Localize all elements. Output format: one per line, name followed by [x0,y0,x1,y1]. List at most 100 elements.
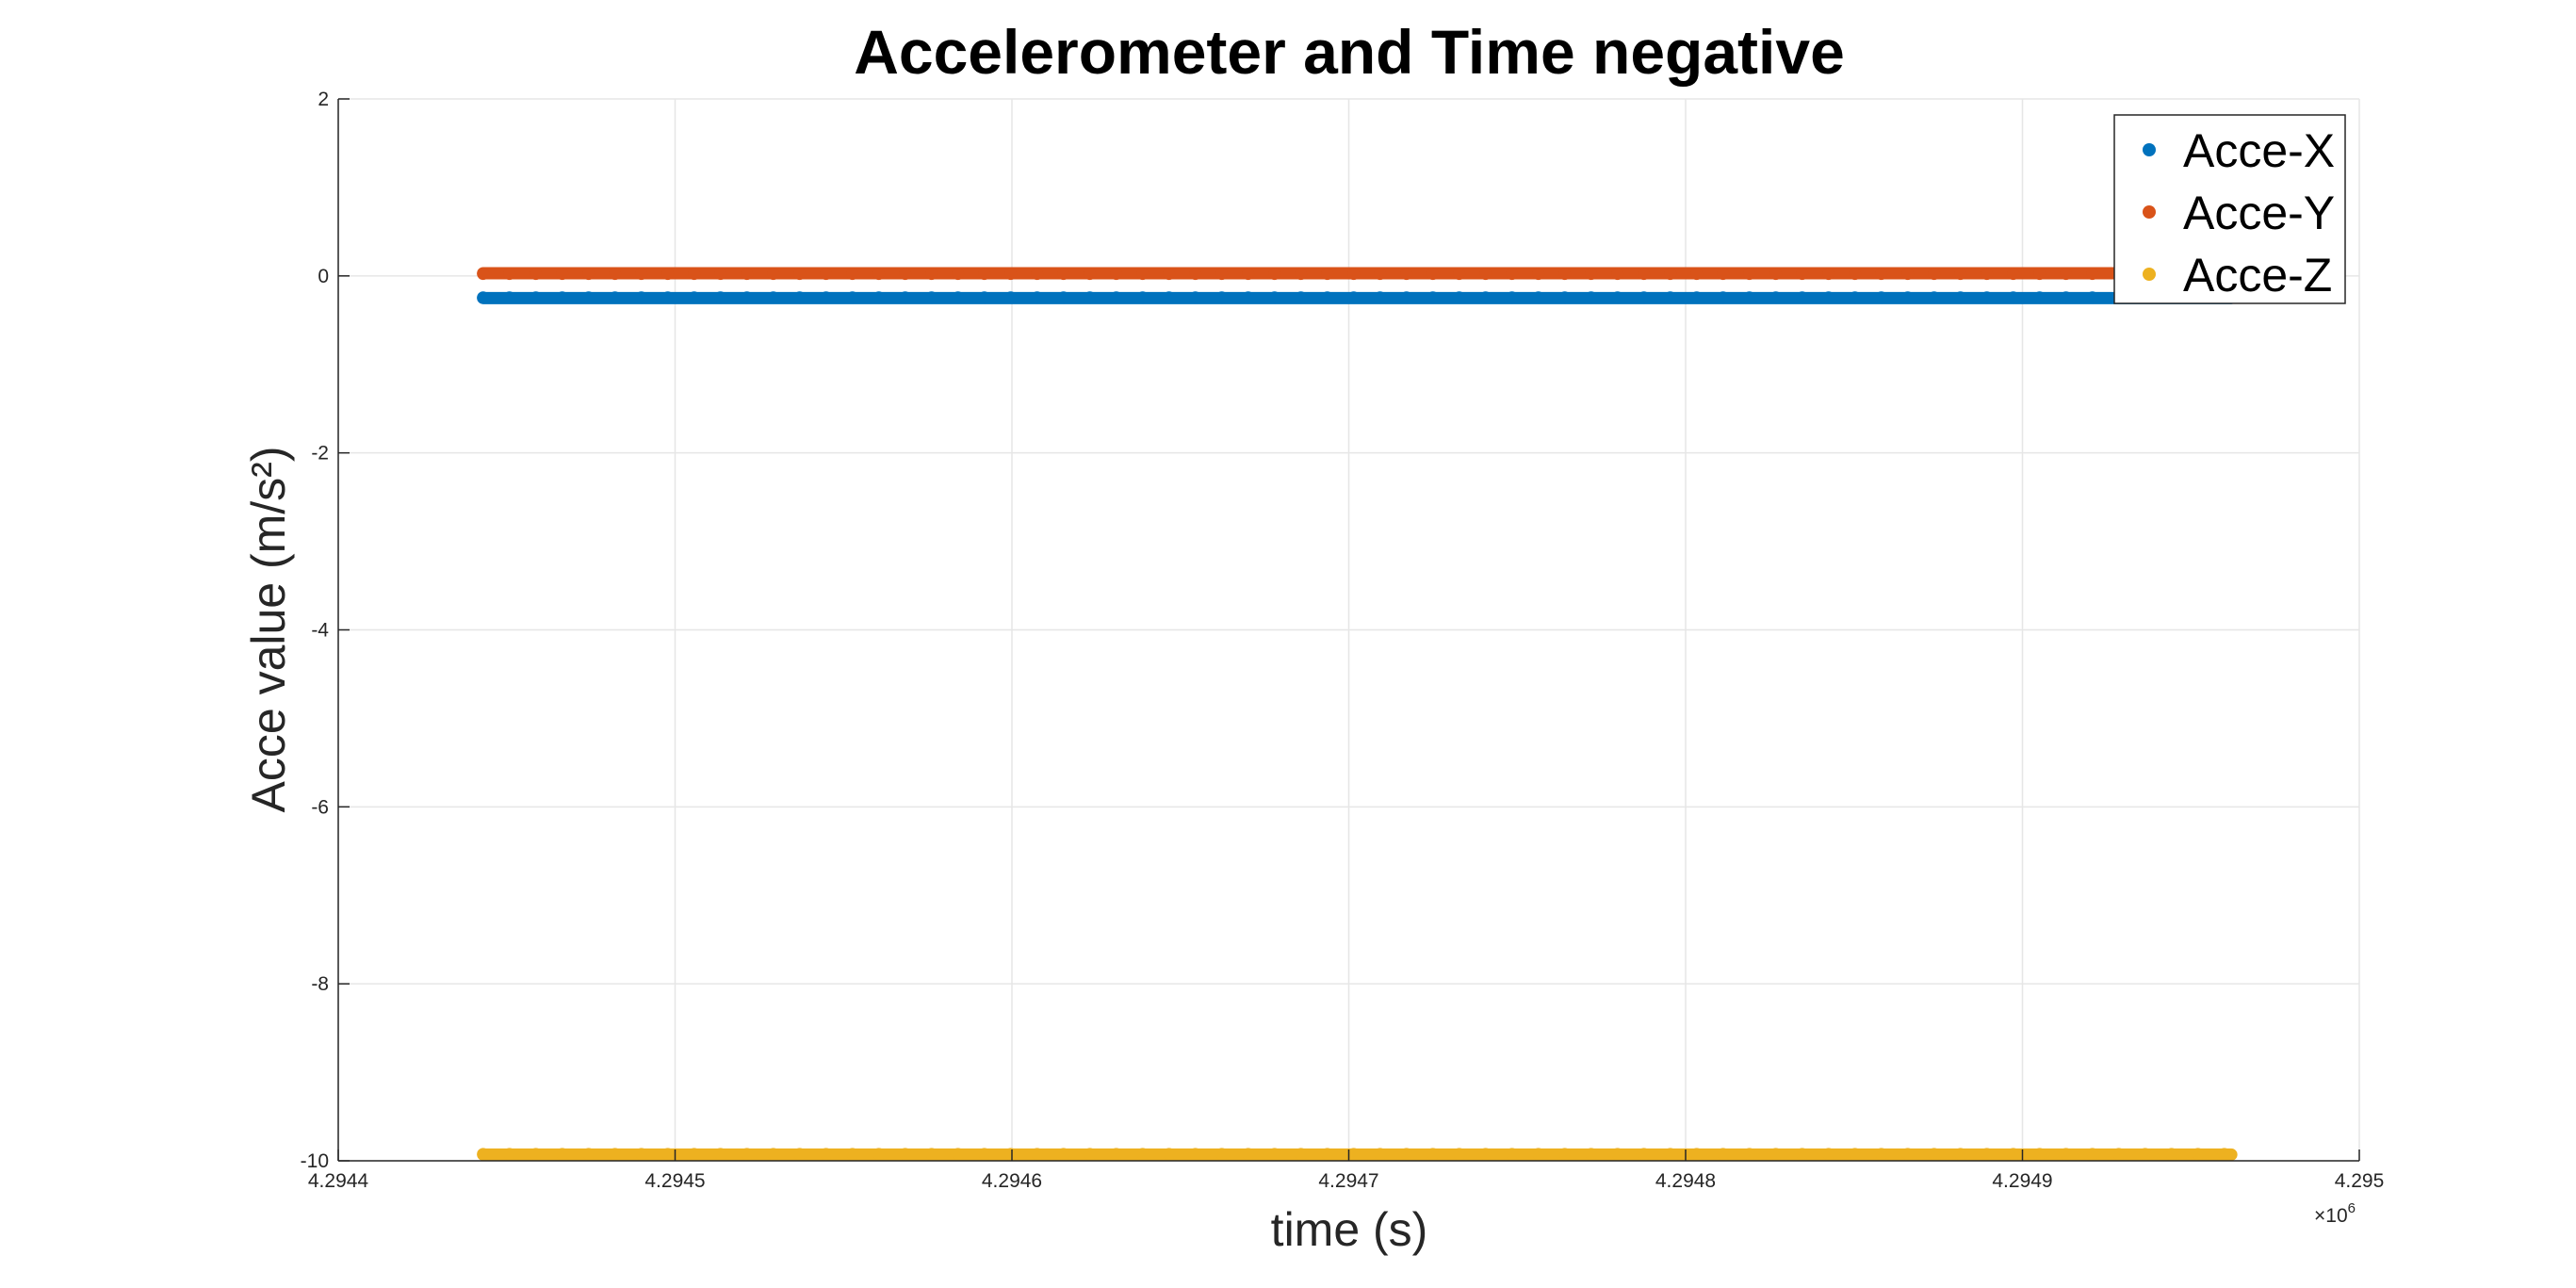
x-tick-label: 4.2949 [1992,1170,2052,1192]
data-point [1849,1148,1862,1161]
data-point [556,1148,569,1161]
data-point [1374,291,1387,304]
data-point [1743,291,1756,304]
data-point [714,291,727,304]
data-point [1215,268,1229,281]
data-point [2139,1148,2152,1161]
data-point [1057,1148,1070,1161]
data-point [952,1148,965,1161]
legend-item: Acce-X [2143,124,2335,177]
data-point [1242,291,1255,304]
data-point [661,1148,675,1161]
data-point [1110,268,1123,281]
plot-series [477,267,2238,1161]
data-point [1769,268,1783,281]
data-point [1532,1148,1545,1161]
data-point [1084,268,1097,281]
data-point [2086,291,2099,304]
data-point [1189,268,1202,281]
data-point [1611,268,1624,281]
data-point [2218,1148,2231,1161]
data-point [1849,291,1862,304]
data-point [2007,1148,2020,1161]
data-point [1479,291,1492,304]
data-point [925,268,938,281]
data-point [1295,291,1308,304]
data-point [1796,268,1809,281]
data-point [1611,291,1624,304]
data-point [1743,1148,1756,1161]
data-point [846,268,859,281]
legend-marker [2143,268,2156,281]
data-point [1928,1148,1941,1161]
data-point [1031,1148,1044,1161]
data-point [793,291,807,304]
data-point [1532,268,1545,281]
data-point [1664,291,1677,304]
data-point [582,291,595,304]
data-point [1769,291,1783,304]
x-tick-label: 4.295 [2335,1170,2385,1192]
data-point [952,268,965,281]
data-point [793,268,807,281]
data-point [1215,291,1229,304]
data-point [503,291,516,304]
data-point [1057,268,1070,281]
data-point [635,268,648,281]
data-point [1110,1148,1123,1161]
data-point [872,268,886,281]
data-point [978,1148,991,1161]
x-axis-label: time (s) [1271,1203,1428,1256]
data-point [1690,268,1704,281]
data-point [1427,291,1440,304]
data-point [635,291,648,304]
data-point [1875,1148,1888,1161]
data-point [661,268,675,281]
data-point [1638,268,1651,281]
data-point [2060,1148,2073,1161]
y-axis-label: Acce value (m/s²) [242,447,295,813]
data-point [767,1148,780,1161]
data-point [2112,1148,2126,1161]
data-point [793,1148,807,1161]
data-point [1822,1148,1835,1161]
data-point [741,291,754,304]
data-point [1321,291,1334,304]
data-point [1822,268,1835,281]
data-point [1004,1148,1018,1161]
data-point [1163,1148,1176,1161]
data-point [1400,291,1413,304]
data-point [1136,291,1149,304]
series-acce-z [477,1148,2238,1161]
data-point [1717,291,1730,304]
data-point [767,268,780,281]
data-point [1004,291,1018,304]
data-point [1242,1148,1255,1161]
data-point [1321,268,1334,281]
x-tick-label: 4.2944 [308,1170,369,1192]
data-point [1242,268,1255,281]
x-tick-label: 4.2946 [982,1170,1042,1192]
axis-ticks: 2 0 -2 -4 -6 -8 -104.2944 4.2945 4.2946 4.2947 4.2… [301,89,2385,1192]
data-point [2007,268,2020,281]
legend-marker [2143,205,2156,219]
data-point [1743,268,1756,281]
data-point [530,268,543,281]
data-point [609,1148,622,1161]
data-point [925,291,938,304]
data-point [1189,291,1202,304]
data-point [899,1148,912,1161]
data-point [1268,268,1281,281]
data-point [872,1148,886,1161]
data-point [741,1148,754,1161]
data-point [2033,291,2046,304]
legend-label: Acce-X [2183,124,2335,177]
y-tick-label: -6 [311,796,329,818]
data-point [1849,268,1862,281]
data-point [1796,1148,1809,1161]
data-point [1901,291,1915,304]
data-point [820,268,833,281]
data-point [2060,291,2073,304]
data-point [820,1148,833,1161]
data-point [1084,1148,1097,1161]
